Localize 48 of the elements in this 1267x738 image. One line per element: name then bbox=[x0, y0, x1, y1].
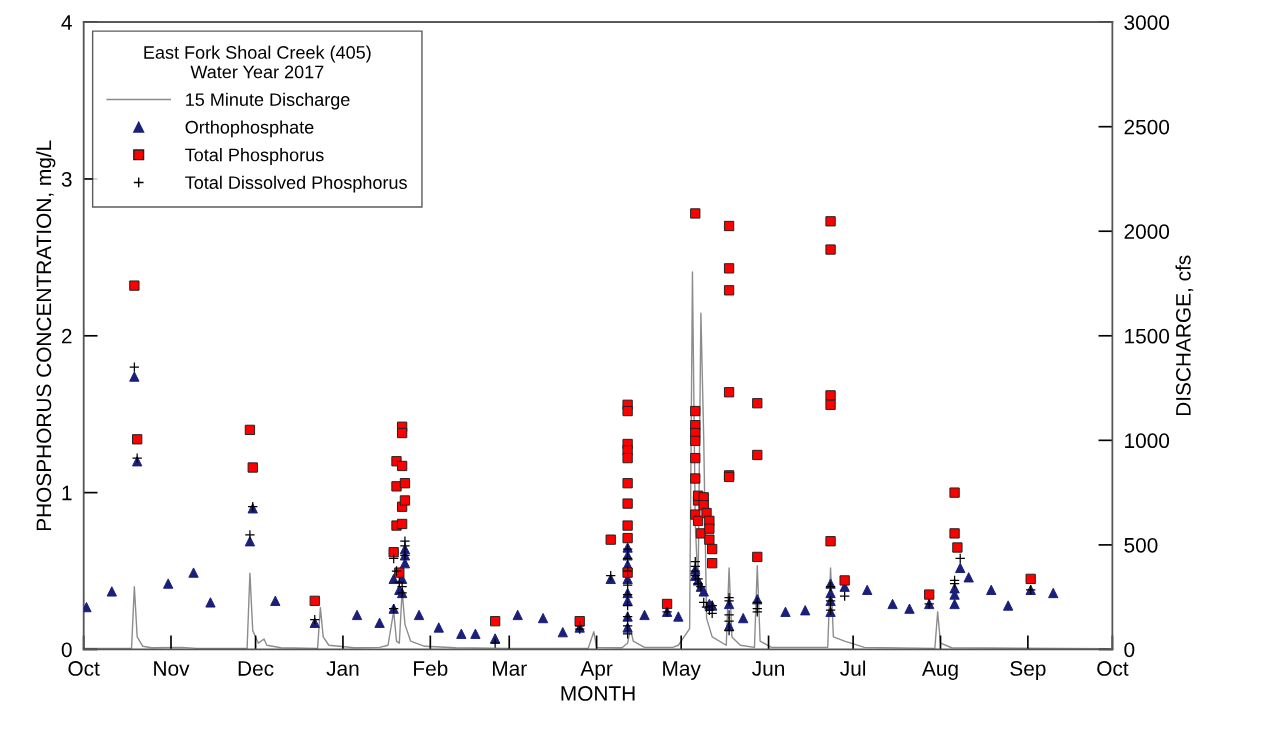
y-tick-label: 4 bbox=[61, 15, 72, 30]
y2-tick-label: 0 bbox=[1124, 642, 1135, 658]
x-tick-label: Feb bbox=[414, 660, 448, 676]
point bbox=[489, 637, 501, 649]
point bbox=[388, 553, 399, 564]
x-tick-label: May bbox=[663, 661, 701, 680]
point bbox=[244, 529, 256, 541]
point bbox=[706, 608, 718, 619]
x-tick-label: Oct bbox=[68, 661, 100, 676]
point bbox=[129, 361, 140, 373]
point bbox=[751, 606, 763, 618]
y-tick-label: 0 bbox=[61, 642, 72, 658]
legend-label: Total Phosphorus bbox=[185, 148, 324, 165]
x-tick-label: Jun bbox=[752, 661, 784, 676]
legend-label: Orthophosphate bbox=[185, 120, 314, 138]
point bbox=[723, 615, 735, 627]
y2-tick-label: 1500 bbox=[1125, 328, 1170, 344]
y-tick-label: 2 bbox=[61, 328, 72, 344]
x-tick-label: Jan bbox=[326, 661, 359, 676]
x-tick-label: Nov bbox=[154, 661, 190, 676]
x-tick-label: Sep bbox=[1010, 661, 1046, 680]
point bbox=[954, 553, 966, 564]
point bbox=[622, 628, 633, 640]
x-tick-label: Mar bbox=[493, 661, 527, 676]
y-tick-label: 1 bbox=[62, 485, 72, 501]
x-tick-label: Apr bbox=[580, 661, 613, 680]
y2-tick-label: 2500 bbox=[1124, 119, 1170, 135]
y2-tick-label: 500 bbox=[1124, 537, 1158, 553]
legend-label: Total Dissolved Phosphorus bbox=[185, 175, 407, 193]
y2-tick-label: 3000 bbox=[1124, 15, 1170, 30]
x-tick-label: Dec bbox=[238, 661, 274, 676]
legend-title: East Fork Shoal Creek (405) Water Year 2017 bbox=[144, 45, 371, 79]
point bbox=[622, 579, 633, 591]
legend-label: 15 Minute Discharge bbox=[186, 92, 350, 110]
y2-tick-label: 1000 bbox=[1125, 433, 1170, 449]
x-tick-label: Oct bbox=[1097, 661, 1129, 676]
point bbox=[698, 597, 710, 608]
point bbox=[131, 452, 143, 464]
y-axis-title: PHOSPHORUS CONCENTRATION, mg/L bbox=[35, 140, 56, 531]
y-tick-label: 3 bbox=[61, 171, 72, 187]
x-tick-label: Jul bbox=[840, 660, 866, 676]
x-axis-title: MONTH bbox=[561, 686, 635, 701]
point bbox=[723, 625, 735, 636]
y2-axis-title: DISCHARGE, cfs bbox=[1175, 255, 1194, 416]
point bbox=[839, 590, 850, 602]
x-tick-label: Aug bbox=[922, 661, 958, 680]
y2-tick-label: 2000 bbox=[1124, 224, 1170, 239]
point bbox=[622, 600, 633, 611]
